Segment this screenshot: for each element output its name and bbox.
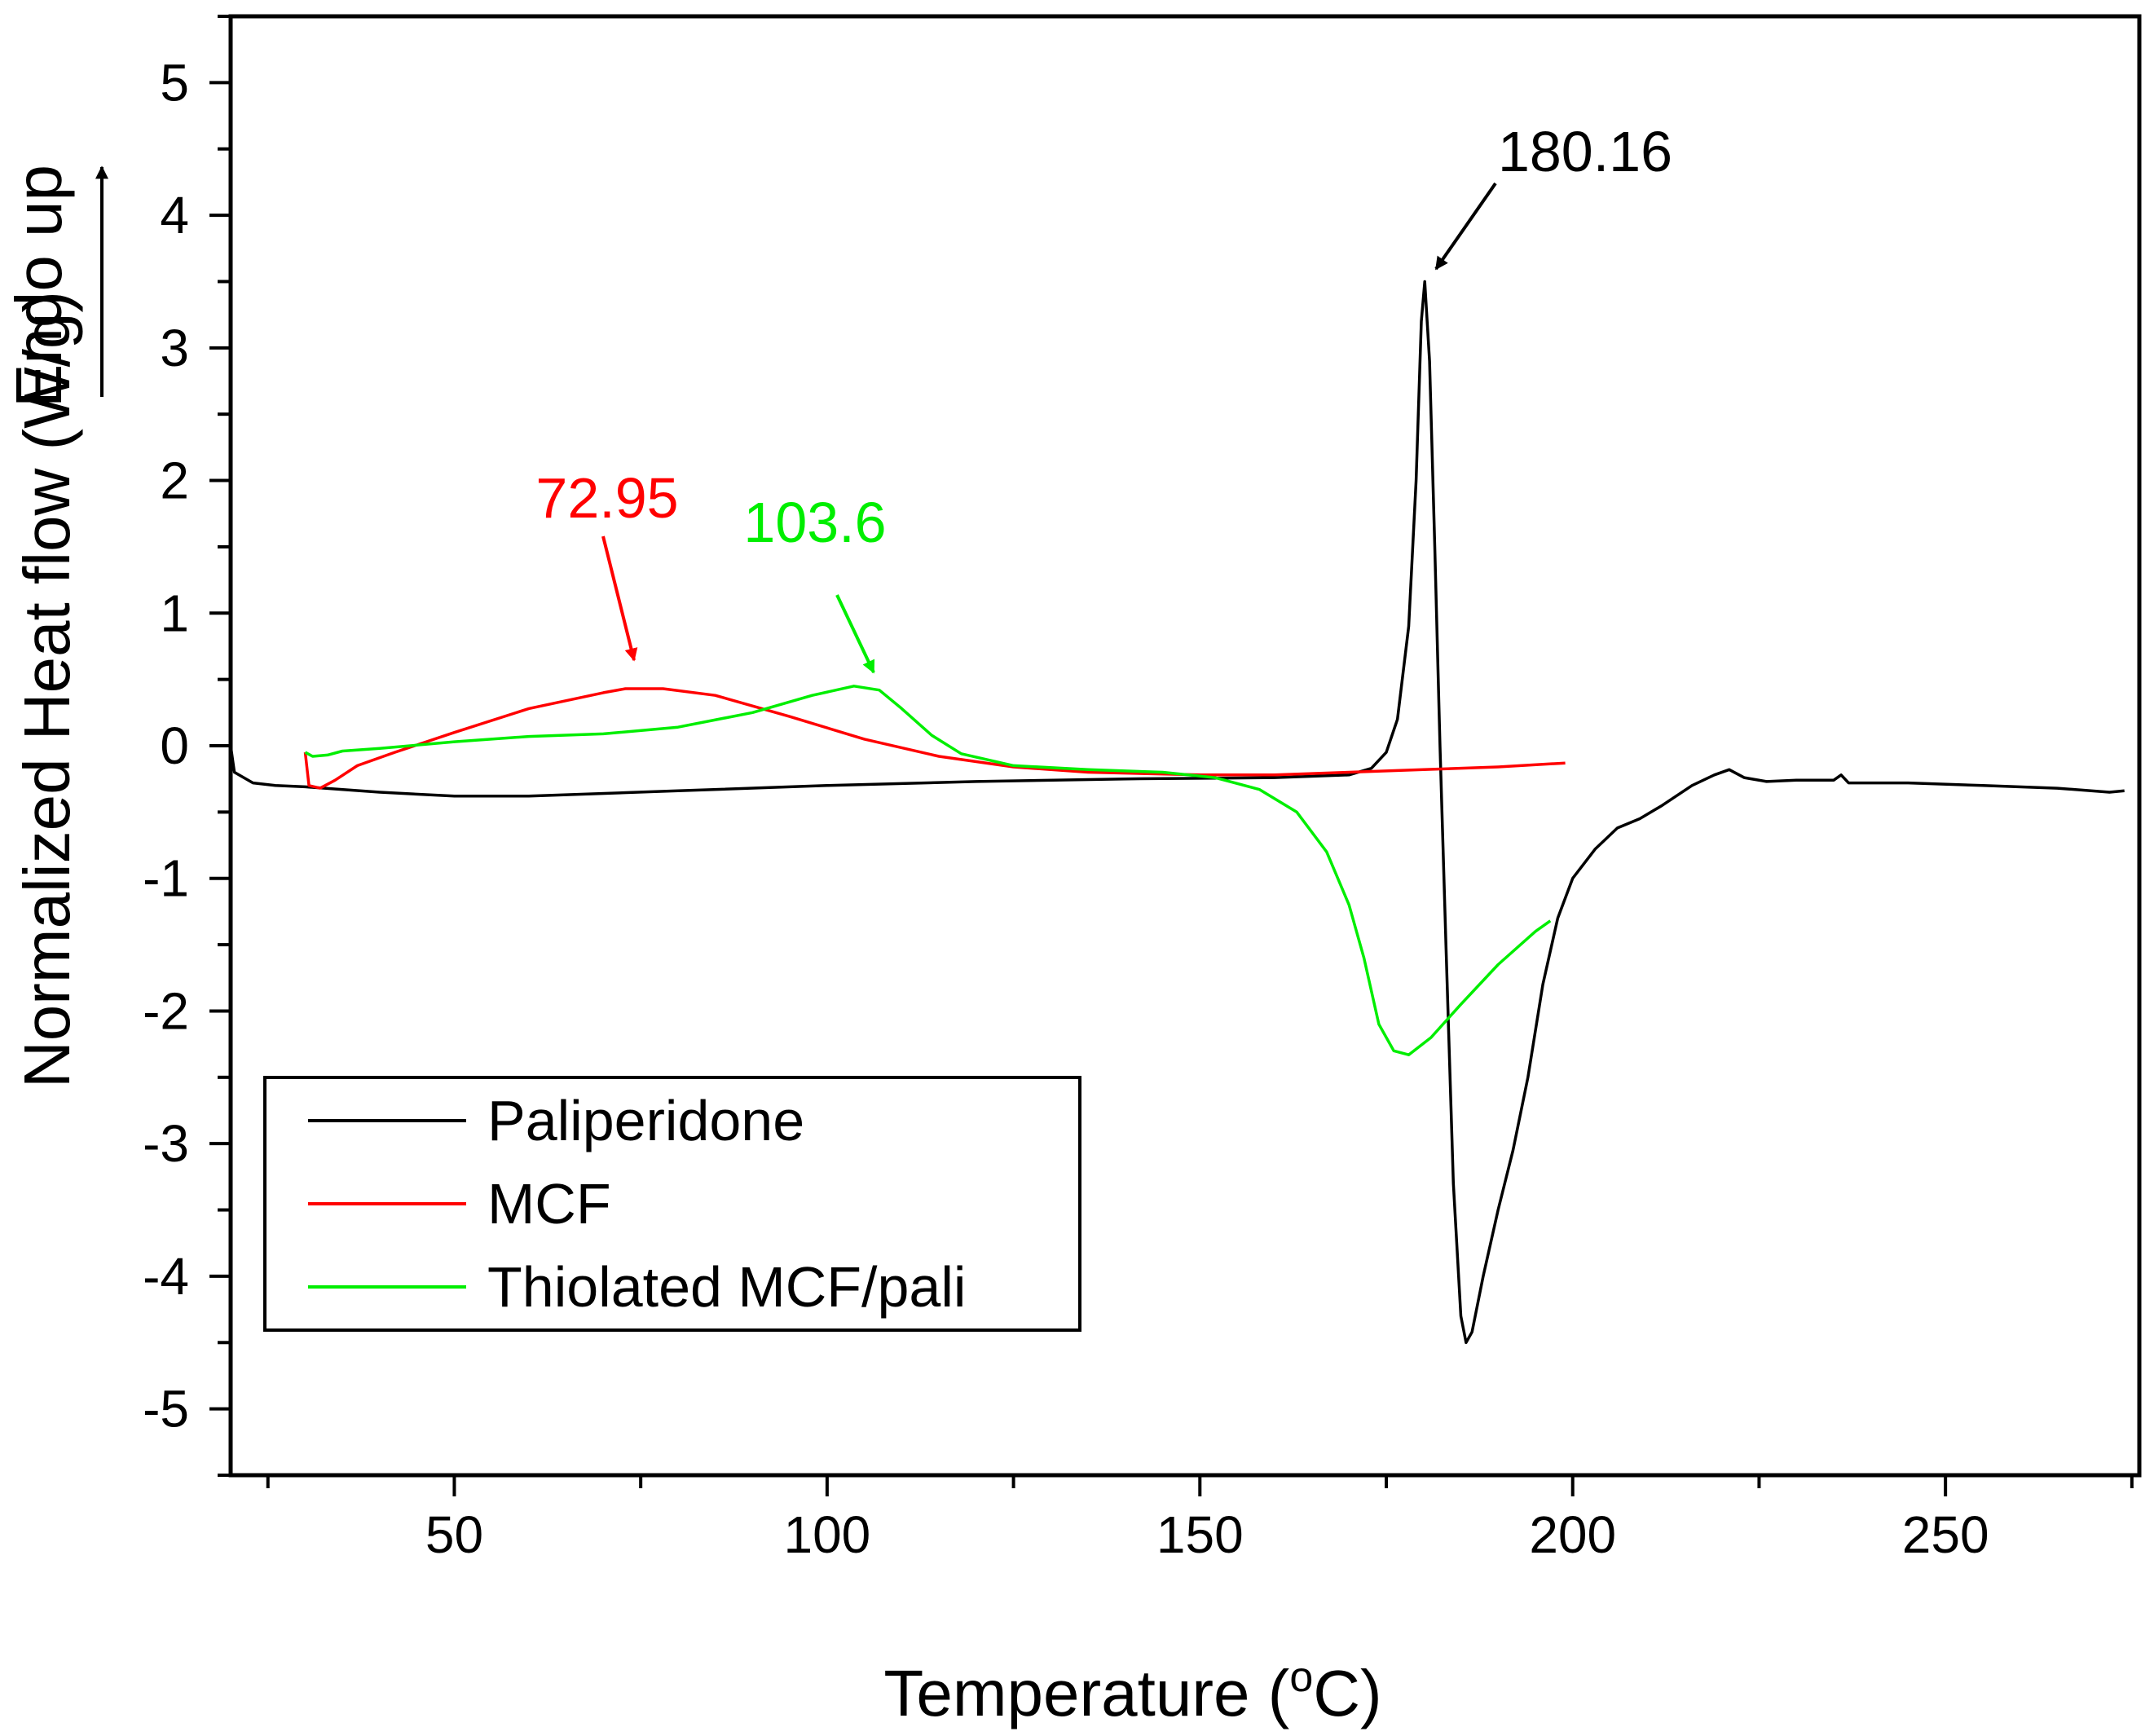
x-tick-label: 200	[1529, 1505, 1616, 1564]
legend-label: MCF	[487, 1172, 611, 1236]
x-tick-label: 50	[425, 1505, 483, 1564]
y-tick-label: 1	[160, 584, 189, 642]
annotation-arrow	[601, 535, 638, 662]
x-axis-ticks: 50 100 150 200 250	[266, 1475, 2134, 1564]
legend: Paliperidone MCF Thiolated MCF/pali	[263, 1076, 1081, 1332]
annotation-arrow	[835, 594, 875, 674]
x-tick-label: 150	[1156, 1505, 1244, 1564]
annotation-label: 180.16	[1498, 120, 1672, 183]
x-axis-title: Temperature (oC)	[883, 1654, 1381, 1729]
annotation-arrow	[1434, 182, 1497, 271]
y-tick-label: -5	[143, 1380, 189, 1439]
y-tick-label: 2	[160, 452, 189, 510]
legend-label: Thiolated MCF/pali	[487, 1255, 966, 1319]
plot-frame	[228, 14, 2142, 1478]
y-tick-label: 3	[160, 319, 189, 377]
x-tick-label: 250	[1902, 1505, 1989, 1564]
y-tick-label: 5	[160, 53, 189, 112]
y-tick-label: -4	[143, 1247, 189, 1306]
y-tick-label: -3	[143, 1114, 189, 1173]
y-tick-label: 0	[160, 716, 189, 775]
series-line-paliperidone	[229, 280, 2125, 1345]
series-layer	[229, 280, 2125, 1345]
series-line-thiolated-mcf-pali	[304, 685, 1552, 1056]
legend-label: Paliperidone	[487, 1089, 804, 1152]
y-axis-ticks: 5 4 3 2 1 0 -1 -2 -3 -4 -5	[143, 15, 231, 1477]
y-axis-note: Endo up	[2, 165, 75, 408]
y-tick-label: -2	[143, 981, 189, 1040]
series-line-mcf	[303, 687, 1566, 790]
y-tick-label: 4	[160, 186, 189, 245]
y-axis-title: Normalized Heat flow (W/g)	[11, 291, 83, 1088]
y-tick-label: -1	[143, 849, 189, 908]
annotation-label: 72.95	[535, 466, 678, 530]
x-tick-label: 100	[783, 1505, 870, 1564]
annotation-label: 103.6	[743, 491, 886, 554]
annotation-layer: 180.16 72.95 103.6	[535, 120, 1672, 674]
